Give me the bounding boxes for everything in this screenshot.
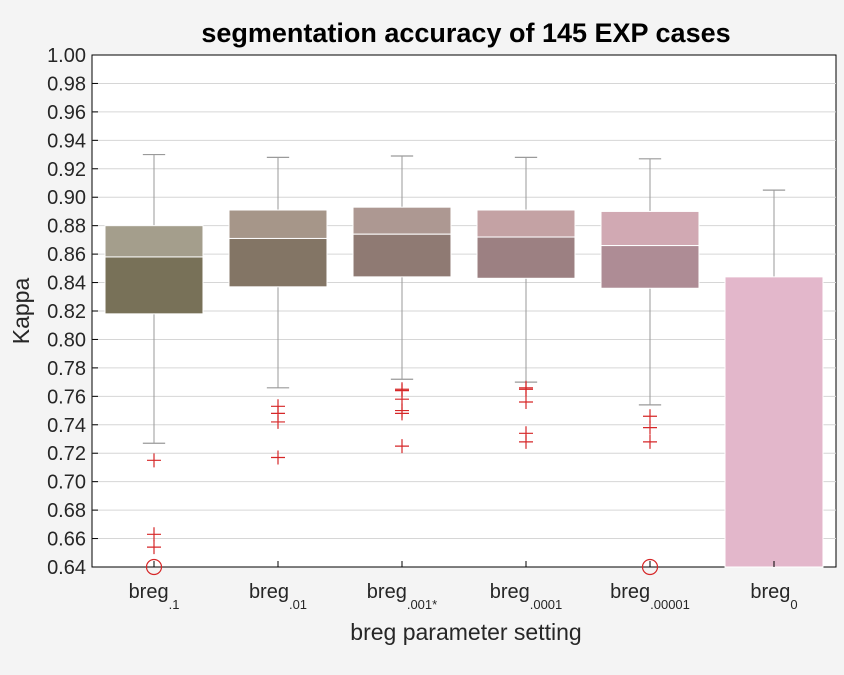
y-tick-label: 0.82: [47, 301, 86, 323]
y-tick-label: 0.94: [47, 130, 86, 152]
outlier-marker: [519, 395, 533, 410]
box-lower-half: [600, 245, 700, 289]
outlier-marker: [643, 434, 657, 449]
grid-layer: [92, 82, 836, 540]
x-tick-label: breg.0001: [490, 581, 563, 612]
outlier-marker: [271, 450, 285, 465]
y-axis-label: Kappa: [8, 278, 34, 345]
y-tick-label: 0.76: [47, 386, 86, 408]
outlier-marker: [395, 406, 409, 421]
outlier-marker: [271, 414, 285, 429]
outlier-marker: [147, 453, 161, 468]
outlier-marker: [519, 434, 533, 449]
box-group-1: [104, 153, 204, 576]
y-tick-label: 0.74: [47, 415, 86, 437]
y-tick-label: 0.92: [47, 159, 86, 181]
box-lower-half: [724, 276, 824, 568]
y-tick-label: 0.84: [47, 273, 86, 295]
y-tick-label: 0.86: [47, 244, 86, 266]
y-tick-label: 0.88: [47, 216, 86, 238]
box-group-5: [600, 158, 700, 576]
box-layer: [104, 153, 824, 576]
outlier-marker: [519, 382, 533, 397]
box-upper-half: [104, 225, 204, 258]
y-tick-label: 0.80: [47, 329, 86, 351]
y-tick-label: 0.78: [47, 358, 86, 380]
y-tick-label: 0.68: [47, 500, 86, 522]
box-group-3: [352, 155, 452, 454]
y-tick-label: 0.72: [47, 443, 86, 465]
outlier-marker: [147, 527, 161, 542]
off-scale-outlier-marker: [641, 558, 659, 576]
y-tick-label: 0.96: [47, 102, 86, 124]
x-tick-label: breg.01: [249, 581, 307, 612]
x-axis-label: breg parameter setting: [350, 619, 581, 645]
outlier-marker: [643, 420, 657, 435]
box-lower-half: [104, 256, 204, 315]
outlier-marker: [395, 439, 409, 454]
x-tick-label: breg.1: [129, 581, 180, 612]
tick-layer: 0.64 0.66 0.68 0.70 0.72 0.74 0.76 0.78 0.80 0.82…: [47, 45, 798, 612]
y-tick-label: 0.90: [47, 187, 86, 209]
x-tick-label: breg.001*: [367, 581, 437, 612]
y-tick-label: 0.64: [47, 557, 86, 579]
off-scale-outlier-marker: [145, 558, 163, 576]
y-tick-label: 0.70: [47, 472, 86, 494]
y-tick-label: 0.98: [47, 73, 86, 95]
box-group-4: [476, 156, 576, 449]
box-upper-half: [600, 210, 700, 247]
box-lower-half: [228, 237, 328, 288]
y-tick-label: 0.66: [47, 529, 86, 551]
box-lower-half: [352, 233, 452, 278]
x-tick-label: breg0: [750, 581, 797, 612]
chart-title: segmentation accuracy of 145 EXP cases: [201, 18, 730, 48]
box-upper-half: [352, 206, 452, 235]
box-upper-half: [476, 209, 576, 238]
box-group-2: [228, 156, 328, 465]
y-tick-label: 1.00: [47, 45, 86, 67]
box-lower-half: [476, 236, 576, 279]
box-upper-half: [228, 209, 328, 239]
outlier-marker: [147, 540, 161, 555]
x-tick-label: breg.00001: [610, 581, 690, 612]
